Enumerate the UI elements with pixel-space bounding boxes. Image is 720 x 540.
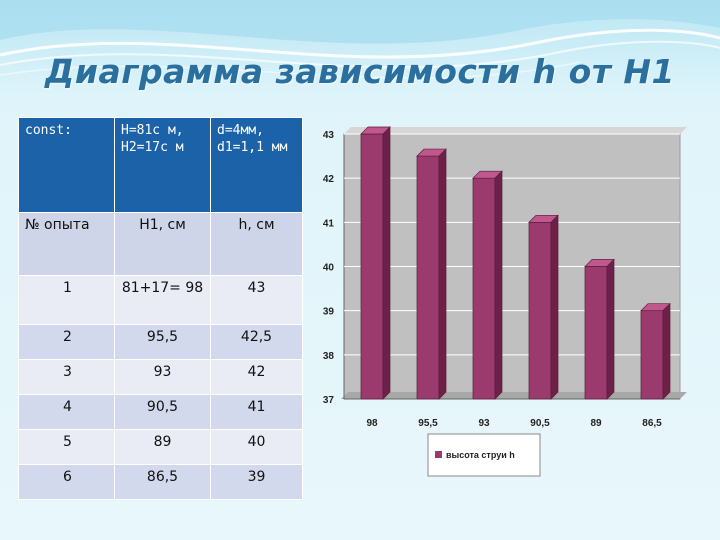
bar bbox=[472, 177, 496, 400]
table-cell: 4 bbox=[18, 394, 115, 430]
bar bbox=[528, 221, 552, 400]
x-tick-label: 98 bbox=[366, 418, 378, 429]
table-cell: 6 bbox=[18, 464, 115, 500]
y-tick-label: 43 bbox=[323, 130, 335, 141]
bar bbox=[584, 266, 608, 400]
subheader-cell: № опыта bbox=[18, 212, 115, 276]
table-row: 5 89 40 bbox=[18, 429, 303, 465]
table-row: 4 90,5 41 bbox=[18, 394, 303, 430]
legend-box bbox=[427, 433, 541, 477]
table-row: 1 81+17= 98 43 bbox=[18, 275, 303, 325]
y-tick-label: 41 bbox=[323, 218, 335, 229]
table-row: 6 86,5 39 bbox=[18, 464, 303, 500]
x-tick-label: 95,5 bbox=[418, 418, 438, 429]
x-tick-label: 90,5 bbox=[530, 418, 550, 429]
table-cell: 81+17= 98 bbox=[114, 275, 211, 325]
table-cell: 2 bbox=[18, 324, 115, 360]
bar-side bbox=[438, 148, 447, 400]
x-tick-label: 93 bbox=[478, 418, 490, 429]
bar-side bbox=[662, 302, 671, 400]
table-cell: 5 bbox=[18, 429, 115, 465]
x-tick-label: 86,5 bbox=[642, 418, 662, 429]
table-row: 2 95,5 42,5 bbox=[18, 324, 303, 360]
bar-side bbox=[494, 170, 503, 400]
data-table: const: H=81c м, H2=17c м d=4мм, d1=1,1 м… bbox=[18, 117, 303, 500]
plot-top-edge bbox=[344, 127, 687, 134]
x-tick-label: 89 bbox=[590, 418, 602, 429]
header-cell: d=4мм, d1=1,1 мм bbox=[210, 117, 303, 213]
table-row: 3 93 42 bbox=[18, 359, 303, 395]
plot-floor bbox=[341, 392, 687, 399]
table-header-row: const: H=81c м, H2=17c м d=4мм, d1=1,1 м… bbox=[18, 117, 303, 213]
table-cell: 1 bbox=[18, 275, 115, 325]
bar-chart: 37 38 39 40 41 42 43 98 95,5 93 90,5 89 86,5 высота с… bbox=[323, 126, 687, 477]
table-cell: 90,5 bbox=[114, 394, 211, 430]
y-tick-label: 42 bbox=[323, 174, 335, 185]
table-cell: 41 bbox=[210, 394, 303, 430]
y-tick-label: 40 bbox=[323, 263, 335, 274]
header-cell: const: bbox=[18, 117, 115, 213]
table-cell: 3 bbox=[18, 359, 115, 395]
table-cell: 43 bbox=[210, 275, 303, 325]
table-cell: 89 bbox=[114, 429, 211, 465]
bar-side bbox=[382, 126, 391, 400]
bar bbox=[360, 133, 384, 400]
table-cell: 39 bbox=[210, 464, 303, 500]
header-cell: H=81c м, H2=17c м bbox=[114, 117, 211, 213]
bar bbox=[640, 310, 664, 400]
subheader-cell: h, см bbox=[210, 212, 303, 276]
table-cell: 93 bbox=[114, 359, 211, 395]
y-tick-label: 39 bbox=[323, 307, 335, 318]
legend-label: высота струи h bbox=[446, 450, 515, 460]
page-title: Диаграмма зависимости h от H1 bbox=[44, 52, 676, 91]
table-cell: 42,5 bbox=[210, 324, 303, 360]
y-tick-label: 37 bbox=[323, 395, 335, 406]
table-cell: 40 bbox=[210, 429, 303, 465]
table-subheader-row: № опыта H1, см h, см bbox=[18, 212, 303, 276]
bar bbox=[416, 155, 440, 400]
table-cell: 86,5 bbox=[114, 464, 211, 500]
decorative-waves bbox=[0, 0, 720, 79]
bar-side bbox=[606, 258, 615, 400]
bar-side bbox=[550, 214, 559, 400]
table-cell: 95,5 bbox=[114, 324, 211, 360]
legend-swatch bbox=[435, 451, 442, 458]
subheader-cell: H1, см bbox=[114, 212, 211, 276]
y-tick-label: 38 bbox=[323, 351, 335, 362]
table-cell: 42 bbox=[210, 359, 303, 395]
